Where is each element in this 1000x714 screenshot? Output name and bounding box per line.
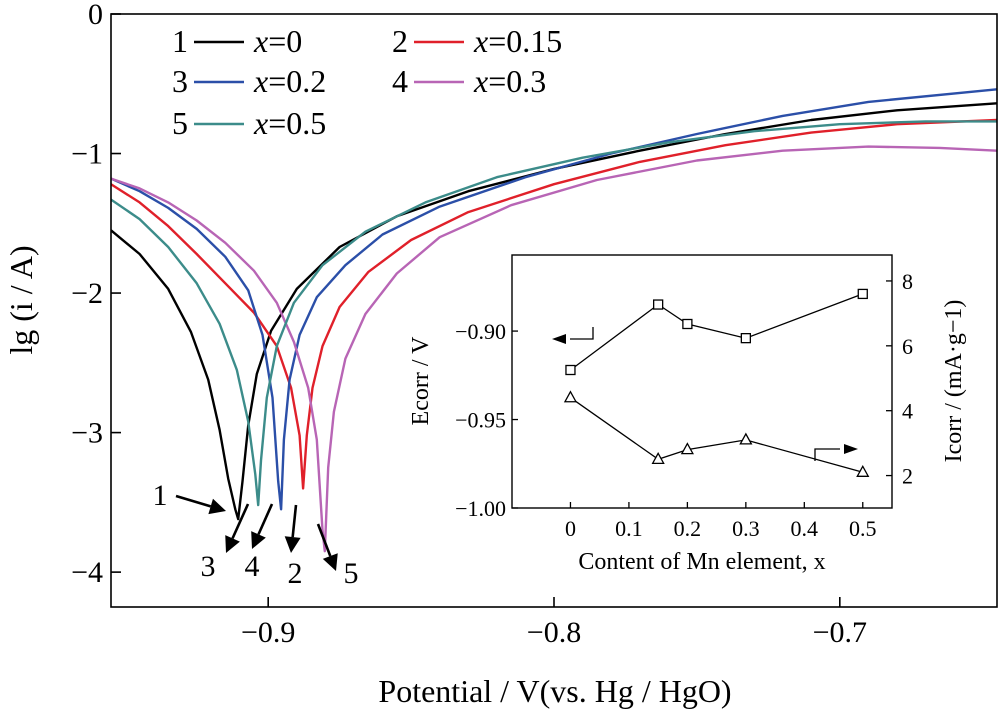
legend-number-4: 4 bbox=[392, 63, 408, 99]
callout-arrow-1-shaft bbox=[175, 494, 212, 508]
inset-left-tick-label: −0.90 bbox=[455, 319, 506, 344]
callout-arrow-1-head bbox=[208, 498, 226, 515]
x-tick-label: −0.7 bbox=[813, 616, 867, 649]
inset-axis-indicators bbox=[552, 327, 858, 461]
main-axes: −0.9 −0.8 −0.7 0 −1 −2 −3 −4 bbox=[71, 0, 867, 649]
y-tick-label: −3 bbox=[71, 417, 103, 450]
legend-number-3: 3 bbox=[172, 63, 188, 99]
icorr-axis-indicator-head bbox=[844, 444, 858, 454]
legend-label-4: x=0.3 bbox=[473, 63, 546, 99]
x-axis-title: Potential / V(vs. Hg / HgO) bbox=[378, 673, 731, 709]
inset-frame bbox=[511, 254, 893, 509]
inset-x-tick-label: 0 bbox=[565, 516, 576, 541]
callout-label-2: 2 bbox=[288, 557, 303, 590]
ecorr-axis-indicator-head bbox=[552, 334, 566, 344]
inset-right-tick-label: 2 bbox=[902, 464, 913, 489]
y-tick-label: −4 bbox=[71, 556, 103, 589]
callout-arrow-4-shaft bbox=[257, 503, 274, 535]
series-line-2 bbox=[111, 118, 997, 490]
inset-x-tick-label: 0.3 bbox=[732, 516, 760, 541]
x-tick-label: −0.9 bbox=[241, 616, 295, 649]
y-axis-title: lg (i / A) bbox=[3, 245, 39, 354]
callout-arrow-5-shaft bbox=[316, 523, 332, 557]
series-line-5 bbox=[111, 120, 997, 507]
inset-x-axis-title: Content of Mn element, x bbox=[578, 549, 825, 575]
inset-left-axis-title: Ecorr / V bbox=[408, 336, 434, 426]
inset-point-ecorr bbox=[653, 299, 664, 310]
series-line-4 bbox=[111, 145, 997, 553]
x-tick-label: −0.8 bbox=[527, 616, 581, 649]
callout-arrow-2-head bbox=[284, 536, 301, 553]
y-tick-label: −1 bbox=[71, 138, 103, 171]
inset-point-icorr bbox=[563, 390, 578, 403]
legend-label-5: x=0.5 bbox=[253, 105, 326, 141]
legend: 1 x=0 2 x=0.15 3 x=0.2 4 x=0.3 5 x=0.5 bbox=[172, 23, 562, 141]
icorr-axis-indicator bbox=[814, 448, 840, 461]
inset-right-axis-title: Icorr / (mA·g−1) bbox=[941, 300, 967, 463]
series-layer bbox=[111, 88, 997, 553]
callout-label-1: 1 bbox=[153, 479, 168, 512]
callout-arrow-4-head bbox=[251, 531, 266, 549]
inset-series-layer: 0 0.1 0.2 0.3 0.4 0.5 −0.90 −0.95 −1.00 8 6 4 2 bbox=[455, 269, 913, 541]
y-tick-label: −2 bbox=[71, 277, 103, 310]
legend-label-1: x=0 bbox=[253, 23, 302, 59]
inset-point-ecorr bbox=[857, 288, 868, 300]
inset-point-icorr bbox=[739, 432, 753, 445]
callout-arrow-3-shaft bbox=[231, 503, 250, 539]
inset-point-icorr bbox=[680, 442, 694, 455]
inset-point-icorr bbox=[856, 464, 870, 477]
inset-chart: 0 0.1 0.2 0.3 0.4 0.5 −0.90 −0.95 −1.00 8 6 4 2 Cont… bbox=[408, 254, 967, 575]
callout-arrow-3-head bbox=[225, 535, 240, 553]
inset-point-icorr bbox=[651, 451, 665, 464]
inset-point-ecorr bbox=[682, 318, 693, 330]
callout-arrows: 1 3 4 2 5 bbox=[153, 479, 359, 590]
inset-x-tick-label: 0.2 bbox=[674, 516, 702, 541]
legend-number-5: 5 bbox=[172, 105, 188, 141]
inset-left-tick-label: −1.00 bbox=[455, 496, 506, 521]
inset-right-tick-label: 6 bbox=[902, 334, 913, 359]
inset-left-tick-label: −0.95 bbox=[455, 408, 506, 433]
series-line-1 bbox=[111, 102, 997, 521]
callout-label-4: 4 bbox=[245, 550, 260, 583]
legend-number-1: 1 bbox=[172, 23, 188, 59]
callout-arrow-5-head bbox=[322, 553, 338, 571]
inset-point-ecorr bbox=[740, 333, 751, 344]
callout-label-3: 3 bbox=[201, 550, 216, 583]
inset-point-ecorr bbox=[565, 364, 576, 376]
inset-x-tick-label: 0.1 bbox=[615, 516, 643, 541]
callout-arrow-2-shaft bbox=[291, 504, 298, 538]
ecorr-axis-indicator bbox=[570, 327, 594, 340]
legend-label-3: x=0.2 bbox=[253, 63, 326, 99]
inset-x-tick-label: 0.5 bbox=[849, 516, 877, 541]
inset-right-tick-label: 4 bbox=[902, 399, 913, 424]
inset-right-tick-label: 8 bbox=[902, 269, 913, 294]
y-tick-label: 0 bbox=[88, 0, 103, 31]
legend-number-2: 2 bbox=[392, 23, 408, 59]
inset-x-tick-label: 0.4 bbox=[791, 516, 819, 541]
callout-label-5: 5 bbox=[344, 557, 359, 590]
legend-label-2: x=0.15 bbox=[473, 23, 562, 59]
